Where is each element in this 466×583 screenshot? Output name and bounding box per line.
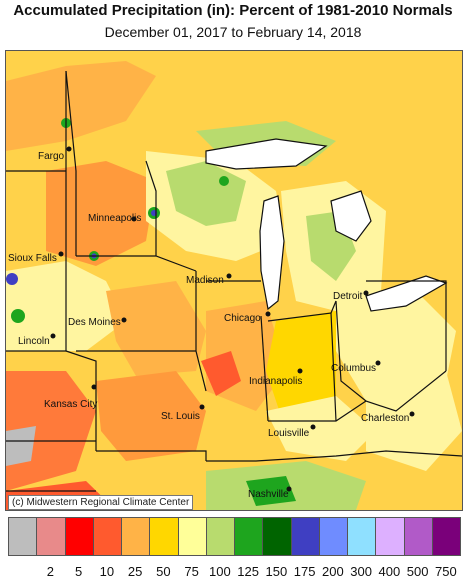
lake-huron [330, 190, 372, 242]
legend-label-3: 10 [99, 564, 115, 579]
city-label-st-louis: St. Louis [161, 411, 200, 422]
city-label-indianapolis: Indianapolis [249, 376, 302, 387]
legend-label-1: 2 [46, 564, 54, 579]
zone-stlouis-red [201, 351, 241, 396]
city-dot-detroit [363, 290, 369, 296]
legend-swatch-6 [177, 517, 207, 556]
legend-swatch-3 [92, 517, 122, 556]
precipitation-map: Fargo Minneapolis Sioux Falls Madison De… [5, 50, 463, 511]
zone-dakota-orange [6, 61, 156, 151]
city-label-chicago: Chicago [224, 313, 261, 324]
city-label-charleston: Charleston [361, 413, 409, 424]
map-subtitle: December 01, 2017 to February 14, 2018 [104, 24, 362, 40]
city-markers: Fargo Minneapolis Sioux Falls Madison De… [8, 146, 415, 500]
city-dot-des-moines [121, 317, 127, 323]
city-label-lincoln: Lincoln [18, 336, 50, 347]
city-label-sioux-falls: Sioux Falls [8, 253, 57, 264]
city-dot-st-louis [199, 404, 205, 410]
city-label-nashville: Nashville [248, 489, 289, 500]
zone-spot-green-5 [11, 309, 25, 323]
city-label-columbus: Columbus [331, 363, 376, 374]
legend-label-7: 100 [209, 564, 231, 579]
legend-swatch-4 [121, 517, 151, 556]
legend-label-14: 500 [406, 564, 429, 579]
legend-swatch-14 [403, 517, 433, 556]
zone-missouri-orange [96, 371, 206, 461]
legend-label-15: 750 [435, 564, 457, 579]
city-dot-lincoln [50, 333, 56, 339]
legend-color-bar [8, 517, 461, 556]
city-dot-columbus [375, 360, 381, 366]
legend-label-0 [8, 564, 36, 579]
legend-swatch-1 [36, 517, 66, 556]
zone-spot-green-4 [219, 176, 229, 186]
state-borders [6, 70, 462, 492]
legend-swatch-5 [149, 517, 179, 556]
city-dot-sioux-falls [58, 251, 64, 257]
legend-swatch-15 [431, 517, 461, 556]
map-title: Accumulated Precipitation (in): Percent … [13, 2, 453, 19]
zone-iowa-orange [106, 281, 206, 376]
city-dot-fargo [66, 146, 72, 152]
legend-label-12: 300 [350, 564, 372, 579]
legend-label-11: 200 [322, 564, 344, 579]
legend-labels: 2 5 10 25 50 75 100 125 150 175 200 300 400 500 750 [8, 564, 460, 579]
lake-michigan [259, 195, 285, 311]
legend-label-5: 50 [156, 564, 171, 579]
legend-swatch-10 [290, 517, 320, 556]
legend-swatch-13 [375, 517, 405, 556]
city-dot-nashville [286, 486, 292, 492]
legend-swatch-9 [262, 517, 292, 556]
zone-minnesota-orange [46, 161, 156, 266]
city-label-fargo: Fargo [38, 151, 65, 162]
city-dot-louisville [310, 424, 316, 430]
legend-label-4: 25 [127, 564, 143, 579]
legend-swatch-11 [318, 517, 348, 556]
city-label-minneapolis: Minneapolis [88, 213, 141, 224]
map-svg: Fargo Minneapolis Sioux Falls Madison De… [6, 51, 462, 510]
legend-label-10: 175 [293, 564, 316, 579]
legend-label-6: 75 [184, 564, 199, 579]
legend-swatch-2 [64, 517, 94, 556]
city-dot-minneapolis [131, 216, 137, 222]
lake-superior [205, 138, 328, 170]
credit-label: (c) Midwestern Regional Climate Center [8, 495, 194, 510]
legend-swatch-12 [347, 517, 377, 556]
city-dot-indianapolis [297, 368, 303, 374]
zone-kansas-gray [6, 426, 36, 466]
city-dot-madison [226, 273, 232, 279]
city-dot-charleston [409, 411, 415, 417]
city-label-detroit: Detroit [333, 291, 363, 302]
zone-wv-light [366, 371, 462, 471]
city-label-kansas-city: Kansas City [44, 399, 97, 410]
legend-swatch-7 [205, 517, 235, 556]
legend-label-8: 125 [237, 564, 259, 579]
legend-swatch-8 [234, 517, 264, 556]
legend-label-13: 400 [378, 564, 401, 579]
lake-erie [365, 275, 448, 312]
city-label-des-moines: Des Moines [68, 317, 121, 328]
zone-spot-blue-3 [6, 273, 18, 285]
legend-label-2: 5 [75, 564, 83, 579]
city-label-louisville: Louisville [268, 428, 310, 439]
city-label-madison: Madison [186, 275, 224, 286]
legend-swatch-0 [8, 517, 38, 556]
city-dot-chicago [265, 311, 271, 317]
city-dot-kansas-city [91, 384, 97, 390]
legend-label-9: 150 [265, 564, 288, 579]
zone-tennessee-darkgreen [246, 476, 296, 506]
